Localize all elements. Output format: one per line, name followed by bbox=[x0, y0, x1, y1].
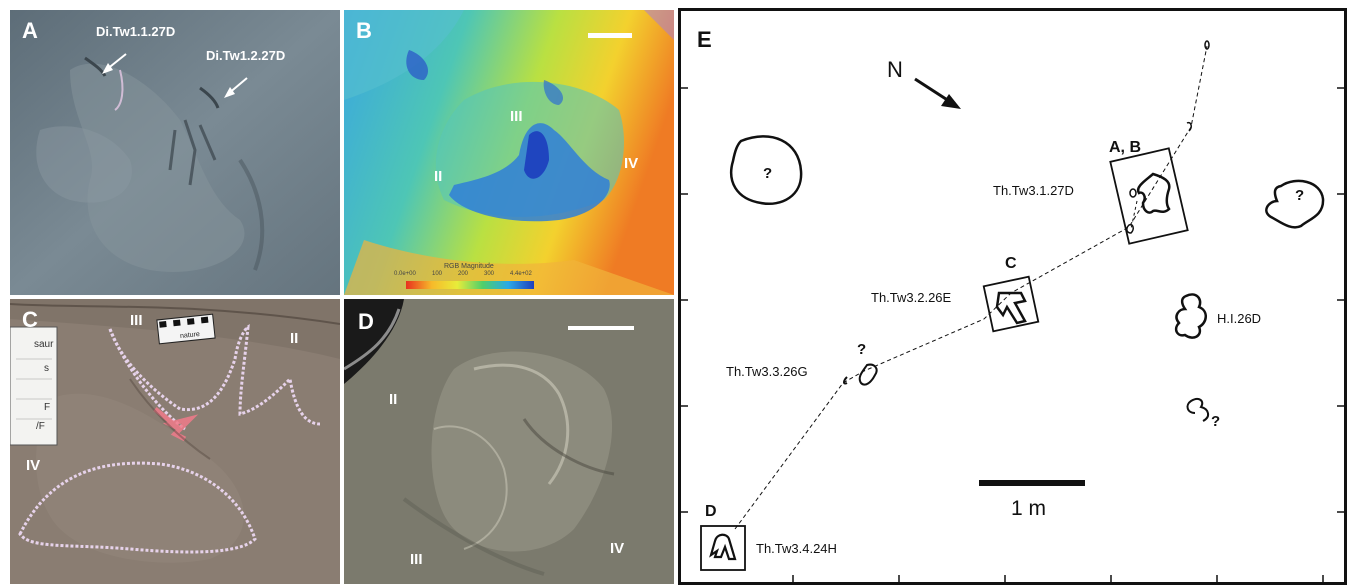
colorbar-tick-2: 200 bbox=[458, 271, 469, 277]
panel-b-digit-iv: IV bbox=[624, 155, 639, 172]
box-c bbox=[982, 275, 1040, 333]
north-arrow bbox=[914, 77, 961, 109]
track-label-hi: H.I.26D bbox=[1217, 311, 1262, 326]
question-right: ? bbox=[1295, 187, 1305, 204]
footprint-th-4 bbox=[709, 533, 737, 561]
colorbar-tick-1: 100 bbox=[432, 271, 443, 277]
box-ab bbox=[1109, 147, 1189, 245]
panel-d-digit-iv: IV bbox=[610, 540, 625, 557]
box-d-label: D bbox=[705, 503, 717, 520]
notebook-line-1: saur bbox=[34, 339, 54, 350]
map-ticks bbox=[681, 87, 1344, 582]
footprint-unknown-left bbox=[729, 135, 803, 206]
footprint-th-1 bbox=[1136, 172, 1171, 214]
panel-b-heatmap: B II III IV RGB Magnitude 0.0e+00 100 20… bbox=[344, 10, 674, 295]
colorbar-tick-3: 300 bbox=[484, 271, 495, 277]
notebook-line-3: F bbox=[44, 402, 51, 413]
field-notebook bbox=[10, 327, 57, 445]
track-label-th-3: Th.Tw3.3.26G bbox=[726, 364, 808, 379]
panel-b-digit-iii: III bbox=[510, 108, 523, 125]
panel-a-photo: A Di.Tw1.1.27D Di.Tw1.2.27D bbox=[10, 10, 340, 295]
box-d bbox=[700, 525, 746, 571]
panel-c-photo: C saur s F /F nature III II IV bbox=[10, 299, 340, 584]
north-label: N bbox=[887, 57, 903, 82]
question-th-3: ? bbox=[857, 341, 867, 358]
footprint-hi-26d bbox=[1174, 293, 1207, 339]
box-ab-label: A, B bbox=[1109, 139, 1141, 156]
colorbar-title: RGB Magnitude bbox=[444, 263, 494, 270]
panel-e-label: E bbox=[697, 27, 712, 52]
panel-b-scale-bar bbox=[588, 33, 632, 38]
map-scale-label: 1 m bbox=[1011, 497, 1047, 520]
panel-c-digit-iv: IV bbox=[26, 457, 41, 474]
footprint-th-3 bbox=[858, 363, 878, 386]
footprint-unknown-lower bbox=[1186, 397, 1209, 422]
trackway-map bbox=[681, 40, 1344, 582]
question-left: ? bbox=[763, 165, 773, 182]
panel-c-digit-ii: II bbox=[290, 330, 299, 347]
colorbar-tick-0: 0.0e+00 bbox=[394, 271, 416, 277]
panel-d-photo: D II III IV bbox=[344, 299, 674, 584]
panel-e-map: E N A, B C D Th.Tw3.1.27D Th.Tw3.2.26E T… bbox=[678, 8, 1347, 585]
panel-b-label: B bbox=[356, 18, 372, 43]
track-label-th-2: Th.Tw3.2.26E bbox=[871, 290, 952, 305]
map-scale-bar bbox=[979, 480, 1085, 486]
box-c-label: C bbox=[1005, 255, 1017, 272]
track-label-di-2: Di.Tw1.2.27D bbox=[206, 48, 286, 63]
panel-b-surface bbox=[344, 10, 674, 295]
panel-d-label: D bbox=[358, 309, 374, 334]
track-label-th-4: Th.Tw3.4.24H bbox=[756, 541, 837, 556]
track-label-th-1: Th.Tw3.1.27D bbox=[993, 183, 1074, 198]
footprint-unknown-right bbox=[1265, 179, 1325, 229]
footprint-th-2 bbox=[995, 291, 1027, 325]
question-lower: ? bbox=[1211, 413, 1221, 430]
colorbar bbox=[406, 281, 534, 289]
panel-b-digit-ii: II bbox=[434, 168, 443, 185]
panel-c-texture bbox=[10, 299, 340, 584]
notebook-line-2: s bbox=[44, 363, 49, 374]
panel-d-digit-iii: III bbox=[410, 551, 423, 568]
panel-d-texture bbox=[344, 299, 674, 584]
panel-d-digit-ii: II bbox=[389, 391, 398, 408]
trackway-midline bbox=[734, 45, 1208, 530]
track-label-di-1: Di.Tw1.1.27D bbox=[96, 24, 176, 39]
panel-c-label: C bbox=[22, 307, 38, 332]
notebook-line-4: /F bbox=[36, 421, 45, 432]
panel-c-digit-iii: III bbox=[130, 312, 143, 329]
colorbar-tick-4: 4.4e+02 bbox=[510, 271, 532, 277]
panel-a-label: A bbox=[22, 18, 38, 43]
scale-card bbox=[156, 313, 216, 345]
panel-d-scale-bar bbox=[568, 326, 634, 330]
panel-a-texture bbox=[10, 10, 340, 295]
